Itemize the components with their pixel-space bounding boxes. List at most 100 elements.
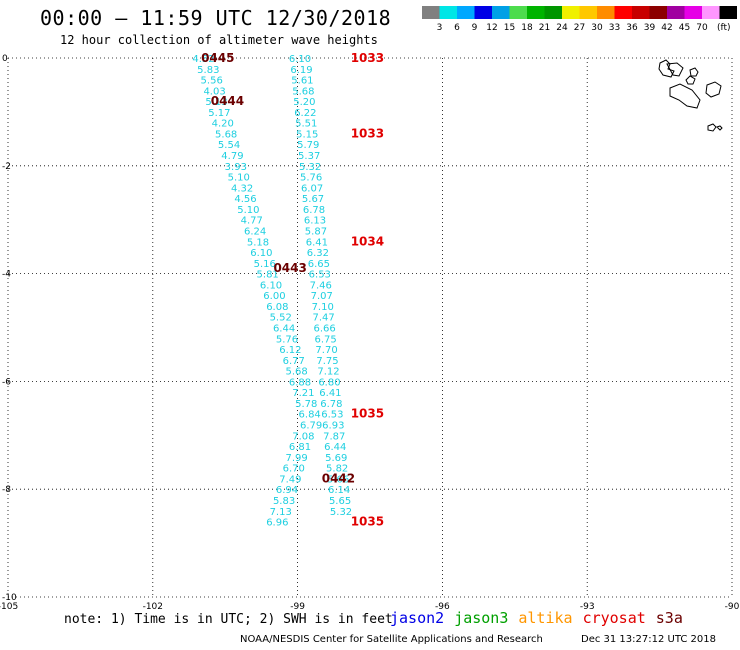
color-swatch bbox=[702, 6, 720, 19]
y-tick-label: -4 bbox=[2, 270, 11, 280]
pass-time-label: 0443 bbox=[273, 261, 306, 275]
wave-height-point: 5.15 bbox=[296, 129, 318, 140]
wave-height-point: 5.54 bbox=[218, 140, 240, 151]
wave-height-point: 6.13 bbox=[304, 216, 326, 227]
wave-height-point: 4.03 bbox=[203, 86, 225, 97]
color-swatch bbox=[667, 6, 685, 19]
wave-height-point: 5.68 bbox=[215, 129, 237, 140]
y-tick-label: -6 bbox=[2, 377, 11, 387]
wave-height-point: 7.99 bbox=[286, 453, 308, 464]
color-swatch bbox=[649, 6, 667, 19]
wave-height-point: 7.13 bbox=[270, 507, 292, 518]
wave-height-point: 7.08 bbox=[292, 431, 314, 442]
x-tick-label: -90 bbox=[725, 602, 740, 612]
wave-height-point: 6.53 bbox=[309, 270, 331, 281]
satellite-legend: jason2 jason3 altika cryosat s3a bbox=[390, 609, 693, 627]
color-swatch bbox=[422, 6, 440, 19]
wave-height-point: 6.19 bbox=[290, 65, 312, 76]
wave-height-point: 6.12 bbox=[279, 345, 301, 356]
wave-height-point: 6.65 bbox=[308, 259, 330, 270]
wave-height-point: 5.10 bbox=[228, 173, 250, 184]
color-swatch bbox=[562, 6, 580, 19]
color-scale-label: 9 bbox=[472, 23, 478, 33]
wave-height-point: 6.53 bbox=[321, 410, 343, 421]
wave-height-point: 6.79 bbox=[300, 421, 322, 432]
color-swatch bbox=[719, 6, 737, 19]
color-scale-label: 27 bbox=[574, 23, 585, 33]
wave-height-point: 5.82 bbox=[326, 464, 348, 475]
pass-time-label: 1034 bbox=[351, 234, 384, 248]
color-swatch bbox=[439, 6, 457, 19]
wave-height-point: 6.81 bbox=[289, 442, 311, 453]
wave-height-point: 5.68 bbox=[292, 86, 314, 97]
pass-time-label: 1033 bbox=[351, 126, 384, 140]
wave-height-point: 6.22 bbox=[294, 108, 316, 119]
wave-height-point: 6.10 bbox=[250, 248, 272, 259]
wave-height-point: 6.94 bbox=[276, 485, 298, 496]
y-tick-label: 0 bbox=[2, 54, 8, 64]
color-scale-label: 42 bbox=[661, 23, 672, 33]
y-tick-label: -8 bbox=[2, 485, 11, 495]
color-scale-label: 6 bbox=[454, 23, 460, 33]
wave-height-point: 6.14 bbox=[328, 485, 350, 496]
color-swatch bbox=[597, 6, 615, 19]
wave-height-point: 5.67 bbox=[302, 194, 324, 205]
wave-height-point: 5.52 bbox=[270, 313, 292, 324]
wave-height-point: 5.78 bbox=[295, 399, 317, 410]
color-scale-legend: 3 6 9 12 15 18 21 24 27 30 33 36 39 42 45 70 (ft) bbox=[422, 6, 737, 33]
wave-height-point: 7.87 bbox=[323, 431, 345, 442]
wave-height-point: 5.69 bbox=[325, 453, 347, 464]
wave-height-point: 5.16 bbox=[254, 259, 276, 270]
wave-height-point: 5.32 bbox=[330, 507, 352, 518]
color-scale-label: 24 bbox=[556, 23, 568, 33]
y-tick-label: -2 bbox=[2, 162, 11, 172]
generated-timestamp: Dec 31 13:27:12 UTC 2018 bbox=[581, 634, 716, 645]
wave-height-point: 5.13 bbox=[205, 97, 227, 108]
chart-subtitle: 12 hour collection of altimeter wave hei… bbox=[60, 33, 378, 47]
x-tick-label: -102 bbox=[143, 602, 163, 612]
color-scale-label: 36 bbox=[626, 23, 638, 33]
wave-height-point: 7.10 bbox=[312, 302, 334, 313]
color-scale-label: 45 bbox=[679, 23, 690, 33]
color-scale-unit: (ft) bbox=[717, 23, 731, 33]
x-tick-label: -93 bbox=[580, 602, 595, 612]
satellite-legend-item: altika bbox=[518, 609, 573, 627]
wave-height-point: 5.65 bbox=[329, 496, 351, 507]
wave-height-point: 6.70 bbox=[283, 464, 305, 475]
wave-height-point: 5.51 bbox=[295, 119, 317, 130]
pass-time-label: 1033 bbox=[351, 51, 384, 65]
wave-height-point: 4.77 bbox=[241, 216, 263, 227]
color-scale-label: 33 bbox=[609, 23, 620, 33]
wave-height-point: 6.10 bbox=[260, 280, 282, 291]
wave-height-point: 5.81 bbox=[257, 270, 279, 281]
wave-height-point: 4.32 bbox=[231, 183, 253, 194]
pass-time-label: 1035 bbox=[351, 407, 384, 421]
wave-height-point: 6.80 bbox=[318, 377, 340, 388]
wave-height-point: 6.78 bbox=[303, 205, 325, 216]
wave-height-point: 5.56 bbox=[201, 76, 223, 87]
units-note: note: 1) Time is in UTC; 2) SWH is in fe… bbox=[64, 612, 393, 627]
wave-height-point: 4.79 bbox=[221, 151, 243, 162]
wave-height-point: 5.20 bbox=[293, 97, 315, 108]
wave-height-point: 6.78 bbox=[320, 399, 342, 410]
wave-height-point: 5.76 bbox=[276, 334, 298, 345]
wave-height-point: 4.56 bbox=[234, 194, 256, 205]
wave-height-point: 6.41 bbox=[306, 237, 328, 248]
wave-height-point: 6.88 bbox=[289, 377, 311, 388]
wave-height-point: 5.79 bbox=[297, 140, 319, 151]
wave-height-point: 6.44 bbox=[273, 324, 295, 335]
color-scale-label: 12 bbox=[486, 23, 497, 33]
pass-time-labels: 0445 0444 0443 0442 1033 1033 1034 1035 1035 bbox=[201, 51, 384, 529]
wave-height-point: 6.08 bbox=[266, 302, 288, 313]
wave-height-point: 5.61 bbox=[291, 76, 313, 87]
wave-height-point: 7.46 bbox=[310, 280, 332, 291]
wave-height-point: 6.44 bbox=[324, 442, 346, 453]
wave-height-point: 7.12 bbox=[317, 367, 339, 378]
wave-height-point: 6.32 bbox=[307, 248, 329, 259]
pass-time-label: 0445 bbox=[201, 51, 234, 65]
color-swatch bbox=[544, 6, 562, 19]
wave-height-point: 6.07 bbox=[301, 183, 323, 194]
satellite-legend-item: cryosat bbox=[582, 609, 646, 627]
wave-height-point: 5.83 bbox=[273, 496, 295, 507]
